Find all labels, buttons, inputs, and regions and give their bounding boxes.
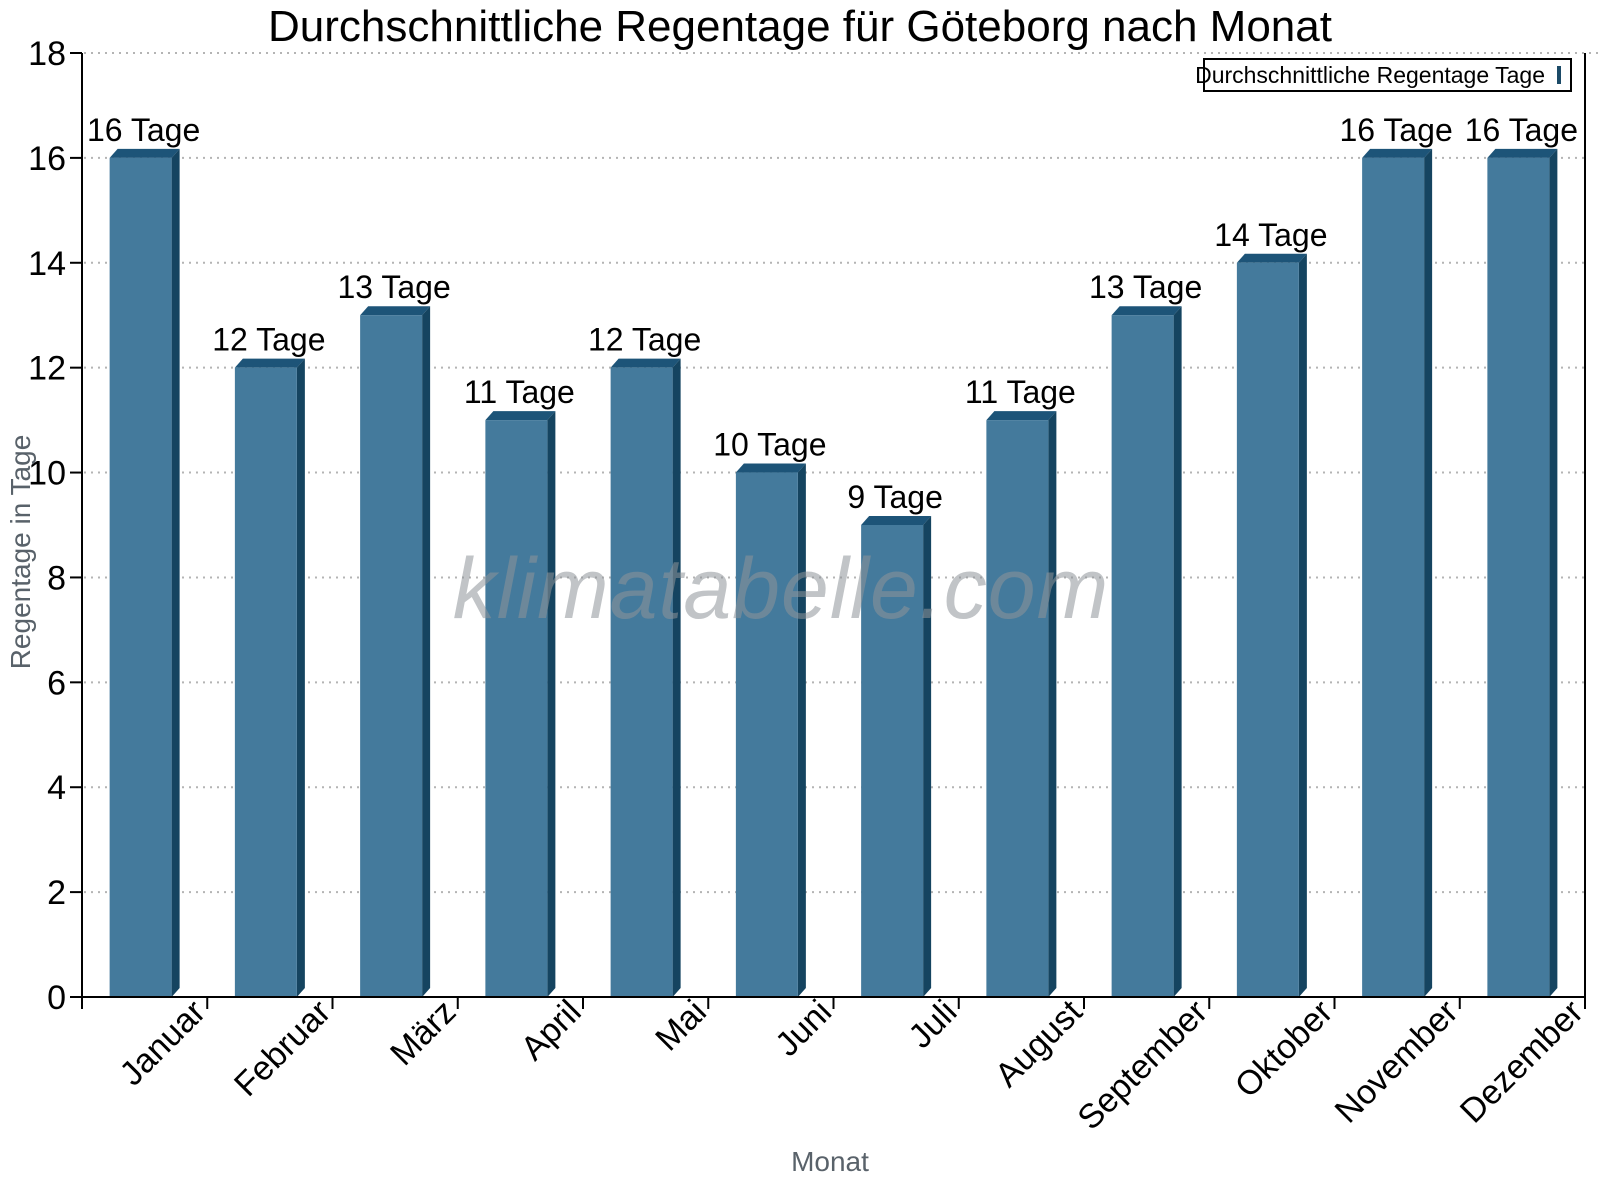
bar-top xyxy=(610,358,681,368)
bar-side xyxy=(1298,253,1307,997)
x-tick-label: Oktober xyxy=(1228,993,1340,1105)
x-tick-label: Juli xyxy=(901,993,964,1056)
x-tick-label: Dezember xyxy=(1453,993,1591,1131)
legend-swatch-icon xyxy=(1557,66,1561,84)
bar-value-label: 11 Tage xyxy=(965,374,1076,410)
y-tick-label: 18 xyxy=(28,35,66,73)
y-tick-label: 10 xyxy=(28,455,66,493)
y-tick-label: 6 xyxy=(47,664,66,702)
bar-side xyxy=(547,411,556,998)
x-tick-label: Januar xyxy=(113,993,213,1093)
bar-top xyxy=(735,463,806,473)
x-tick-label: März xyxy=(383,993,463,1073)
y-tick-label: 0 xyxy=(47,979,66,1017)
bar-top xyxy=(234,358,305,368)
legend: Durchschnittliche Regentage Tage xyxy=(1195,58,1572,92)
x-tick-label: September xyxy=(1070,993,1214,1137)
x-tick-label: Februar xyxy=(227,993,338,1104)
legend-label: Durchschnittliche Regentage Tage xyxy=(1195,61,1545,88)
bar-top xyxy=(360,306,431,316)
bar-value-label: 13 Tage xyxy=(337,269,450,305)
bar-value-label: 14 Tage xyxy=(1214,217,1327,253)
bar-side xyxy=(296,358,305,998)
bar-top xyxy=(1236,253,1307,263)
x-axis-title: Monat xyxy=(791,1146,869,1177)
bar-front xyxy=(1487,157,1550,997)
bar-value-label: 9 Tage xyxy=(847,479,943,515)
bar-side xyxy=(1173,306,1182,997)
bar-front xyxy=(485,420,548,998)
bar-side xyxy=(1549,148,1558,997)
bar-top xyxy=(986,411,1057,421)
bar-front xyxy=(1236,262,1299,997)
bar-value-label: 10 Tage xyxy=(713,427,826,463)
bar-front xyxy=(109,157,172,997)
bar-side xyxy=(171,148,180,997)
bar-top xyxy=(485,411,556,421)
x-tick-label: November xyxy=(1328,993,1466,1131)
bar-side xyxy=(672,358,681,998)
bar-front xyxy=(234,367,297,998)
x-tick-label: Juni xyxy=(768,993,839,1064)
bar-front xyxy=(1111,315,1174,997)
bar-front xyxy=(986,420,1049,998)
y-tick-label: 8 xyxy=(47,559,66,597)
bar-front xyxy=(861,525,924,997)
bar-side xyxy=(797,463,806,997)
y-axis-title: Regentage in Tage xyxy=(5,434,36,670)
bar-value-label: 16 Tage xyxy=(87,112,200,148)
x-tick-label: Mai xyxy=(648,993,714,1059)
bar-top xyxy=(1111,306,1182,316)
bar-front xyxy=(360,315,423,997)
x-tick-label: April xyxy=(514,993,589,1068)
y-tick-label: 16 xyxy=(28,140,66,178)
bar-front xyxy=(1362,157,1425,997)
bar-top xyxy=(109,148,180,158)
chart-title: Durchschnittliche Regentage für Göteborg… xyxy=(268,2,1332,51)
bar-top xyxy=(861,516,932,525)
bar-top xyxy=(1362,148,1433,158)
bar-value-label: 16 Tage xyxy=(1465,112,1578,148)
bar-front xyxy=(610,367,673,998)
y-tick-label: 4 xyxy=(47,769,66,807)
y-tick-label: 14 xyxy=(28,245,66,283)
bar-side xyxy=(422,306,431,997)
bar-side xyxy=(1424,148,1433,997)
bar-value-label: 12 Tage xyxy=(588,322,701,358)
bar-value-label: 12 Tage xyxy=(212,322,325,358)
bar-front xyxy=(735,472,798,997)
y-tick-label: 12 xyxy=(28,350,66,388)
bar-value-label: 13 Tage xyxy=(1089,269,1202,305)
bar-top xyxy=(1487,148,1558,158)
bar-value-label: 16 Tage xyxy=(1339,112,1452,148)
bar-side xyxy=(923,516,932,997)
y-tick-label: 2 xyxy=(47,874,66,912)
bar-value-label: 11 Tage xyxy=(464,374,575,410)
x-tick-label: August xyxy=(988,992,1090,1094)
bar-side xyxy=(1048,411,1057,998)
